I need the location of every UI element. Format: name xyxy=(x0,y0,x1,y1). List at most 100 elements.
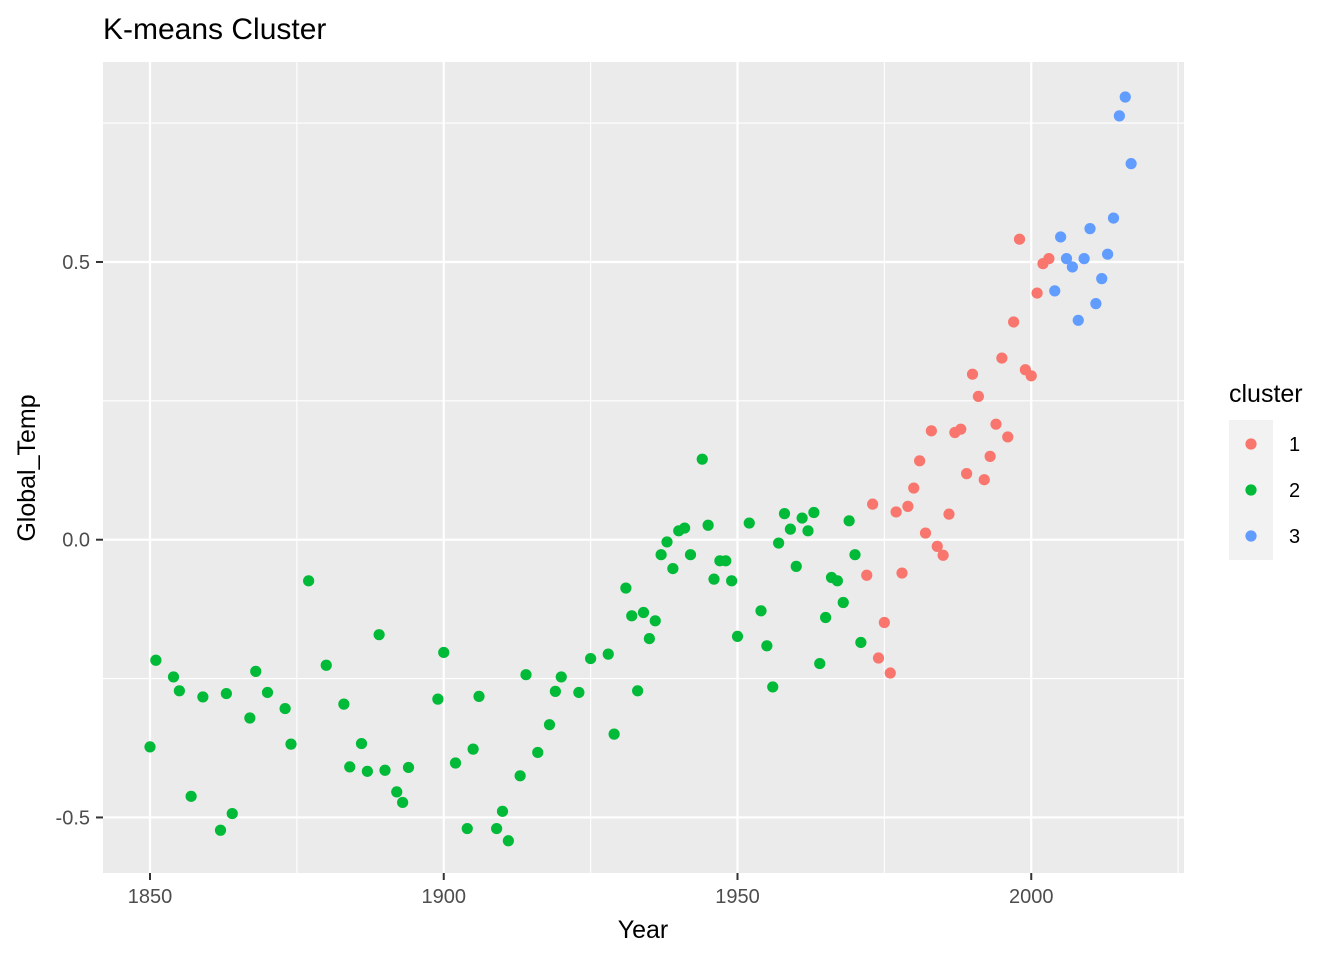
point-cluster-1 xyxy=(1043,253,1055,265)
y-axis-title: Global_Temp xyxy=(13,394,41,541)
point-cluster-1 xyxy=(861,569,873,581)
chart-title: K-means Cluster xyxy=(103,13,326,46)
point-cluster-2 xyxy=(608,728,620,740)
x-tick-label: 2000 xyxy=(1009,886,1054,908)
point-cluster-1 xyxy=(908,482,920,494)
y-tick-label: 0.5 xyxy=(62,252,90,274)
point-cluster-3 xyxy=(1107,212,1120,224)
point-cluster-2 xyxy=(696,453,708,465)
point-cluster-1 xyxy=(996,352,1008,364)
point-cluster-2 xyxy=(502,835,514,847)
point-cluster-2 xyxy=(549,685,561,697)
point-cluster-1 xyxy=(914,455,926,467)
point-cluster-2 xyxy=(432,693,444,705)
point-cluster-2 xyxy=(643,632,655,645)
point-cluster-2 xyxy=(226,807,238,820)
point-cluster-2 xyxy=(244,712,256,724)
point-cluster-2 xyxy=(849,549,861,561)
point-cluster-2 xyxy=(655,549,667,561)
point-cluster-3 xyxy=(1066,261,1078,273)
point-cluster-1 xyxy=(1013,233,1026,245)
y-axis: 0.5 0.0 -0.5 xyxy=(56,252,103,829)
point-cluster-2 xyxy=(837,596,849,609)
point-cluster-2 xyxy=(626,610,638,622)
point-cluster-2 xyxy=(649,615,661,627)
x-tick-label: 1950 xyxy=(715,886,760,908)
point-cluster-3 xyxy=(1072,314,1084,326)
point-cluster-2 xyxy=(197,691,209,703)
point-cluster-1 xyxy=(990,418,1002,430)
point-cluster-2 xyxy=(355,737,368,750)
point-cluster-2 xyxy=(637,606,650,619)
legend-key-1 xyxy=(1245,438,1257,450)
x-axis-title: Year xyxy=(618,916,669,944)
legend-title: cluster xyxy=(1229,380,1303,408)
point-cluster-1 xyxy=(867,498,879,510)
point-cluster-3 xyxy=(1113,110,1125,122)
y-tick-label: 0.0 xyxy=(62,530,90,552)
point-cluster-3 xyxy=(1078,253,1090,265)
point-cluster-1 xyxy=(978,474,990,486)
point-cluster-2 xyxy=(790,560,802,572)
point-cluster-2 xyxy=(491,822,503,835)
point-cluster-1 xyxy=(955,423,967,435)
x-tick-label: 1900 xyxy=(422,886,467,908)
point-cluster-2 xyxy=(708,573,720,585)
point-cluster-3 xyxy=(1060,253,1073,265)
point-cluster-2 xyxy=(855,636,867,649)
point-cluster-2 xyxy=(602,648,614,660)
point-cluster-2 xyxy=(814,657,826,670)
point-cluster-2 xyxy=(150,654,162,666)
point-cluster-2 xyxy=(743,517,755,529)
point-cluster-2 xyxy=(214,824,227,836)
point-cluster-1 xyxy=(872,652,885,664)
point-cluster-1 xyxy=(902,500,914,512)
point-cluster-2 xyxy=(661,536,673,548)
point-cluster-3 xyxy=(1125,158,1137,170)
point-cluster-2 xyxy=(185,790,197,802)
point-cluster-2 xyxy=(173,685,185,697)
point-cluster-2 xyxy=(167,671,180,683)
point-cluster-1 xyxy=(925,425,937,437)
point-cluster-2 xyxy=(344,761,356,773)
point-cluster-2 xyxy=(279,702,291,715)
y-tick-label: -0.5 xyxy=(56,807,90,829)
point-cluster-1 xyxy=(937,549,949,561)
point-cluster-2 xyxy=(843,515,855,527)
point-cluster-2 xyxy=(514,770,526,782)
legend-label-3: 3 xyxy=(1289,526,1300,548)
point-cluster-2 xyxy=(820,611,832,624)
point-cluster-2 xyxy=(449,757,462,769)
point-cluster-1 xyxy=(966,368,979,380)
point-cluster-1 xyxy=(1002,431,1014,443)
plot-panel xyxy=(103,62,1184,873)
point-cluster-2 xyxy=(726,575,738,587)
point-cluster-1 xyxy=(931,540,943,552)
point-cluster-2 xyxy=(496,805,509,817)
point-cluster-2 xyxy=(679,522,691,534)
point-cluster-2 xyxy=(303,575,315,587)
legend-key-3 xyxy=(1245,530,1257,542)
point-cluster-1 xyxy=(896,567,908,579)
point-cluster-2 xyxy=(397,796,409,809)
point-cluster-2 xyxy=(438,646,450,659)
x-tick-label: 1850 xyxy=(128,886,173,908)
point-cluster-2 xyxy=(620,582,632,594)
point-cluster-2 xyxy=(761,640,773,652)
point-cluster-2 xyxy=(361,765,373,777)
point-cluster-2 xyxy=(802,525,814,537)
point-cluster-2 xyxy=(632,685,644,697)
point-cluster-2 xyxy=(285,738,297,750)
point-cluster-2 xyxy=(755,605,767,617)
point-cluster-2 xyxy=(520,669,532,681)
point-cluster-2 xyxy=(573,686,585,699)
point-cluster-1 xyxy=(919,527,932,539)
point-cluster-2 xyxy=(532,746,544,759)
legend-label-1: 1 xyxy=(1289,434,1300,456)
point-cluster-1 xyxy=(884,667,896,679)
point-cluster-3 xyxy=(1102,248,1114,260)
point-cluster-3 xyxy=(1084,223,1096,235)
point-cluster-2 xyxy=(379,764,391,776)
point-cluster-2 xyxy=(467,743,479,755)
